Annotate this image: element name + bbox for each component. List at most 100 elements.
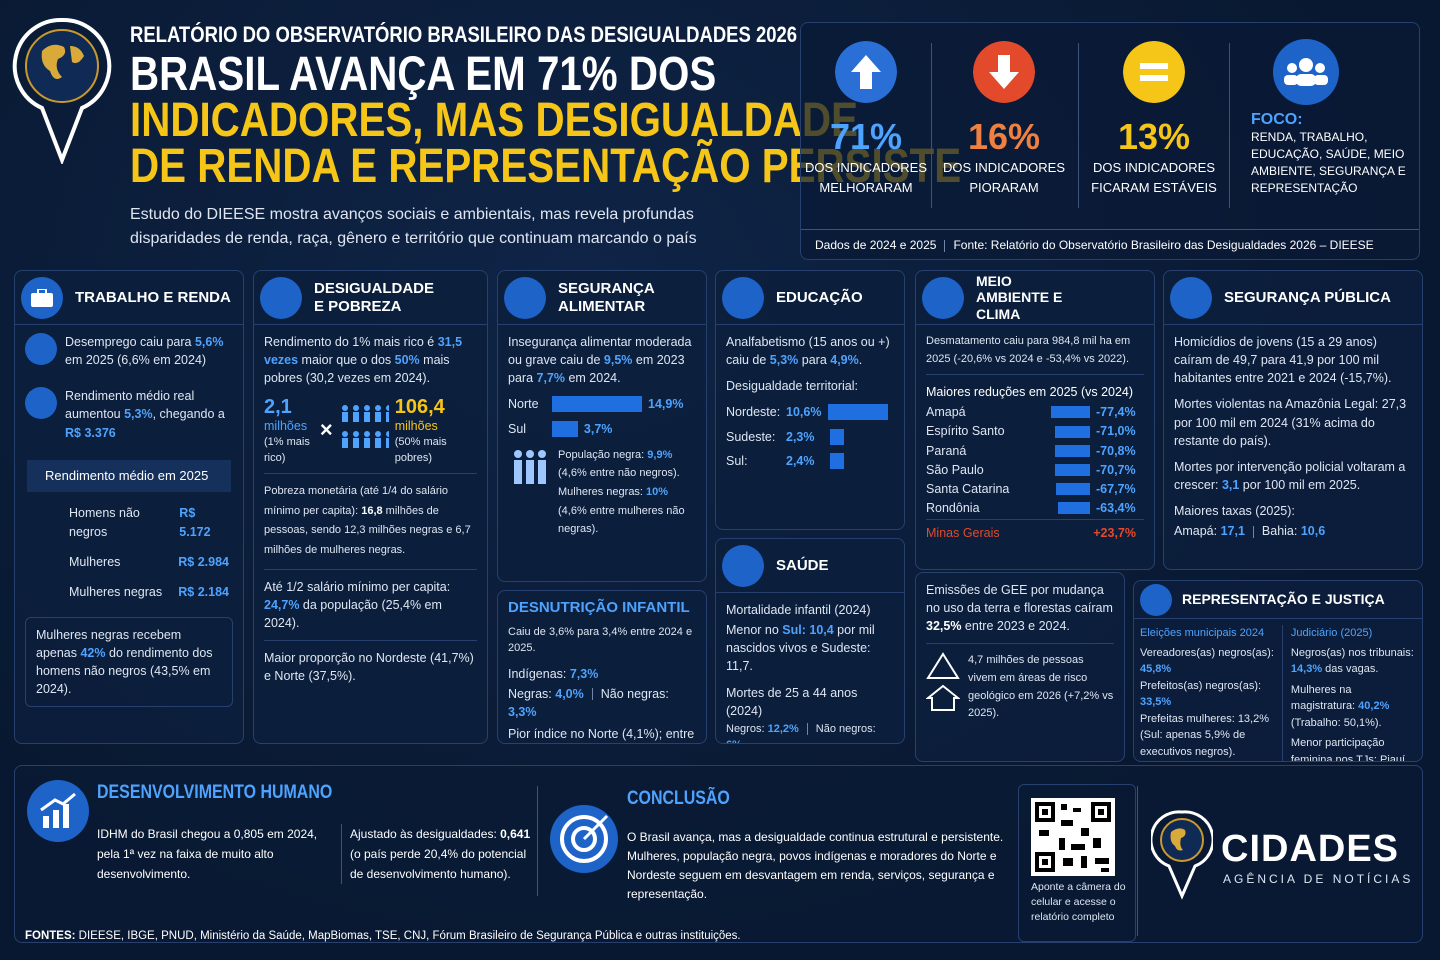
div: Judiciário (2025) Negros(as) nos tribuna… [1283,625,1416,761]
highlight-text: 17,1 [1220,524,1245,539]
p4: Maiores taxas (2025): [1174,504,1295,518]
source-note: Fonte: Relatório do Observatório Brasile… [953,238,1374,252]
highlight-text: 10,6 [1300,524,1326,539]
p3: Pior índice no Norte (4,1%); entre indíg… [508,725,696,743]
card: EDUCAÇÃO Analfabetismo (15 anos ou +) ca… [715,270,905,530]
bar-row: Sul 3,7% [508,420,696,438]
highlight-text: 32,5% [926,619,962,634]
text: . [858,353,863,368]
path [1170,828,1186,851]
text: Emissões de GEE por mudança no uso da te… [926,583,1113,616]
logo-pin [12,17,112,164]
value: R$ 2.184 [178,584,229,599]
highlight-text: 5,3% [124,407,153,422]
highlight-text: 4,9% [830,353,859,368]
p2: Indígenas: 7,3% [508,665,696,683]
g [341,405,389,449]
sources: DIEESE, IBGE, PNUD, Ministério da Saúde,… [75,930,741,942]
path [41,44,84,79]
div: 2,1 milhões (1% mais rico) [264,395,314,464]
text: maior que o dos [298,353,395,368]
body: Insegurança alimentar moderada ou grave … [498,325,706,555]
highlight-text: 9,9% [647,448,673,461]
bar-row: Espírito Santo -71,0% [926,422,1144,440]
circle [341,405,348,412]
rect [1101,868,1109,872]
p2: Mortes violentas na Amazônia Legal: 27,3… [1174,397,1407,448]
items: Prefeitos(as) negros(as): 33,5% [1140,678,1276,711]
highlight-text: 12,2% [767,722,799,735]
text: Prefeitas mulheres: 13,2% (Sul: apenas 5… [1140,712,1270,758]
value: 71% [829,116,903,157]
text: em 2023 para [508,353,685,386]
bar [830,452,845,469]
path [851,55,881,89]
div: Rendimento médio real aumentou 5,3%, che… [25,387,233,449]
ico [1170,276,1212,319]
path [926,652,960,680]
chead: DESIGUALDADE E POBREZA [254,271,487,325]
operator: × [319,417,333,443]
sc [835,41,897,103]
rect [352,438,359,449]
rect [514,459,522,484]
abs [1229,43,1230,208]
body: Desemprego caiu para 5,6% em 2025 (6,6% … [15,325,243,723]
bar-row: Sul: 2,4% [726,452,894,470]
label: Minas Gerais [926,526,1000,541]
label: Mulheres negras [69,584,163,599]
rect [1042,859,1048,865]
div: Eleições municipais 2024 Vereadores(as) … [1140,625,1283,761]
highlight-text: 5,3% [769,353,799,368]
card: DESIGUALDADE E POBREZA Rendimento do 1% … [253,270,488,744]
highlight-text: 7,7% [536,371,566,386]
text: Negros(as) nos tribunais: [1290,646,1414,659]
bar-label: Norte [508,397,539,412]
bar-value: -71,0% [1096,424,1136,439]
abs [1273,39,1339,105]
abs [1078,43,1079,208]
rect [1093,838,1101,848]
bar-value: -70,8% [1096,443,1136,458]
rect [1081,856,1087,868]
text: da população (25,4% em 2024). [264,598,442,631]
ico [25,333,57,365]
chead: TRABALHO E RENDA [15,271,243,325]
rect [1284,75,1298,85]
title: SAÚDE [776,556,829,574]
p: Amapá: 17,1 Bahia: 10,6 [1174,522,1412,540]
div: Minas Gerais +23,7% [926,519,1144,542]
bar-label: Sudeste: [726,429,776,444]
highlight-text: 6% [726,739,742,743]
card: DESENVOLVIMENTO HUMANO IDHM do Brasil ch… [14,765,1423,943]
text: Não negras: [600,686,669,701]
title: Judiciário (2025) [1290,627,1373,639]
p1: Rendimento do 1% mais rico é 31,5 vezes … [264,333,477,387]
svg [926,652,960,712]
rect [538,459,546,484]
path [989,55,1019,89]
items: Menor participação feminina nos TJs: Pia… [1291,735,1416,761]
label: DOS INDICADORES MELHORARAM [804,160,928,195]
subtitle: Maiores reduções em 2025 (vs 2024) [926,385,1134,400]
items: Negros(as) nos tribunais: 14,3% das vaga… [1291,645,1416,678]
circle [1315,63,1325,73]
rect [385,438,389,449]
title-white: BRASIL AVANÇA EM 71% DOS [130,48,717,101]
chead: SEGURANÇA ALIMENTAR [498,271,706,325]
bar-label: Espírito Santo [926,424,1005,439]
chead: EDUCAÇÃO [716,271,904,325]
text: (4,6% entre mulheres não negras). [558,504,685,536]
text: Prefeitos(as) negros(as): [1140,679,1262,692]
title: CONCLUSÃO [627,788,730,809]
text: entre 2023 e 2024. [961,619,1070,634]
pair: Negras: 4,0% [508,687,584,701]
rect [1140,75,1168,81]
subtitle: Estudo do DIEESE mostra avanços sociais … [130,206,697,247]
name: CIDADES [1221,828,1400,870]
value: R$ 2.984 [178,554,229,569]
title: TRABALHO E RENDA [75,288,231,306]
qr-code [1031,798,1115,876]
p3: Até 1/2 salário mínimo per capita: 24,7%… [264,578,477,642]
